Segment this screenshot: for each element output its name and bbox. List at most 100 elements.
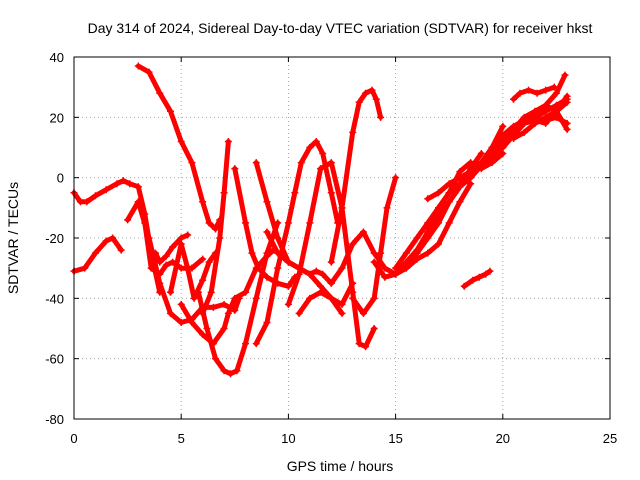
series-line — [511, 108, 570, 141]
data-point — [242, 288, 250, 296]
data-point — [338, 309, 346, 317]
data-point — [252, 159, 260, 167]
data-point — [220, 325, 228, 332]
data-point — [542, 113, 550, 121]
series-track-31 — [510, 83, 558, 103]
axis-ticks: 0 5 10 15 20 25 -80 -60 -40 -20 0 20 40 — [45, 50, 617, 446]
data-point — [349, 294, 357, 302]
data-point — [499, 122, 507, 130]
data-point — [156, 89, 164, 97]
x-tick-label: 20 — [496, 431, 510, 446]
x-tick-label: 10 — [281, 431, 295, 446]
data-point — [231, 306, 239, 314]
data-point — [550, 83, 558, 91]
data-point — [102, 186, 110, 194]
series-track-1 — [134, 62, 224, 233]
series-track-18 — [327, 228, 400, 287]
data-point — [370, 258, 378, 266]
data-point — [359, 228, 367, 236]
data-point — [134, 62, 142, 70]
data-point — [319, 270, 327, 278]
data-point — [291, 189, 299, 197]
data-point — [162, 261, 170, 269]
data-point — [370, 325, 378, 332]
data-point — [381, 264, 389, 272]
data-point — [254, 264, 262, 272]
data-point — [488, 144, 496, 151]
data-point — [263, 318, 271, 326]
data-point — [381, 273, 389, 281]
data-point — [306, 219, 314, 227]
data-point — [242, 340, 250, 348]
data-point — [274, 249, 282, 257]
data-point — [156, 279, 164, 287]
data-point — [205, 258, 213, 266]
data-point — [317, 288, 325, 296]
data-point — [434, 204, 442, 212]
data-point — [317, 165, 325, 173]
data-point — [488, 150, 496, 158]
data-point — [199, 255, 207, 263]
data-point — [312, 267, 320, 275]
data-point — [467, 180, 475, 188]
data-point — [81, 264, 89, 272]
x-tick-label: 5 — [178, 431, 185, 446]
data-point — [434, 240, 442, 248]
data-point — [156, 258, 164, 266]
data-point — [190, 294, 198, 302]
series-line — [71, 235, 124, 274]
data-point — [177, 240, 185, 248]
data-point — [327, 258, 335, 266]
data-point — [227, 370, 235, 378]
series-track-19 — [349, 174, 400, 317]
data-point — [413, 249, 421, 257]
data-point — [531, 113, 539, 121]
y-tick-label: -80 — [45, 412, 64, 427]
data-point — [177, 137, 185, 145]
data-point — [134, 198, 142, 206]
series-line — [168, 241, 218, 301]
data-point — [338, 300, 346, 308]
data-point — [209, 303, 217, 311]
data-point — [83, 198, 91, 206]
y-tick-label: -40 — [45, 291, 64, 306]
data-point — [355, 98, 363, 106]
data-point — [263, 228, 271, 236]
data-point — [145, 68, 153, 76]
data-point — [533, 89, 541, 97]
data-point — [91, 249, 99, 257]
data-point — [372, 95, 380, 103]
data-point — [109, 234, 117, 242]
data-point — [188, 159, 196, 167]
data-point — [445, 219, 453, 227]
data-point — [392, 264, 400, 272]
data-point — [456, 168, 464, 176]
series-track-6 — [151, 231, 192, 266]
data-point — [413, 234, 421, 242]
data-point — [295, 270, 303, 278]
data-point — [212, 355, 220, 363]
data-point — [199, 331, 207, 339]
data-point — [563, 125, 571, 133]
data-point — [220, 367, 228, 375]
data-point — [177, 234, 185, 242]
data-point — [284, 219, 292, 227]
x-axis-label: GPS time / hours — [287, 458, 394, 474]
data-point — [274, 234, 282, 242]
series-track-30 — [510, 107, 571, 142]
data-point — [370, 249, 378, 257]
data-point — [177, 300, 185, 308]
data-point — [402, 249, 410, 257]
data-point — [297, 159, 305, 167]
data-point — [224, 309, 232, 317]
data-point — [392, 174, 400, 182]
data-point — [169, 243, 177, 251]
data-point — [284, 300, 292, 308]
data-point — [177, 264, 185, 272]
data-point — [166, 288, 174, 296]
series-line — [371, 181, 474, 280]
series-line — [350, 175, 399, 316]
data-point — [284, 282, 292, 290]
data-point — [327, 279, 335, 287]
